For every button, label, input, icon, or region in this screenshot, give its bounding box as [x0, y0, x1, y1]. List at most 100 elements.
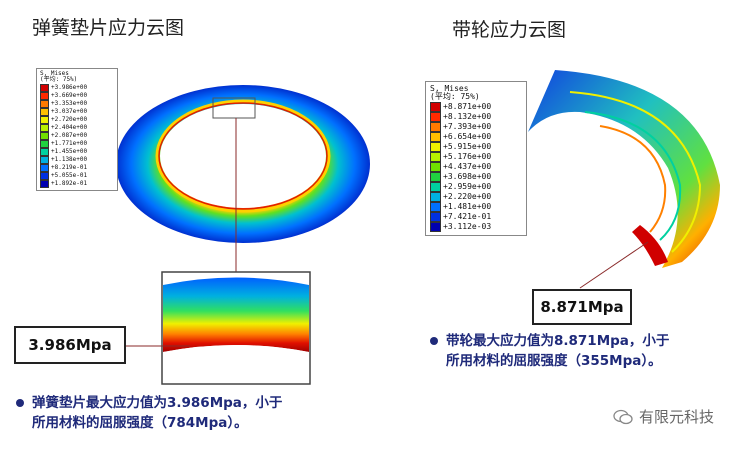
legend-value: +3.698e+00 — [443, 171, 492, 181]
left-title: 弹簧垫片应力云图 — [32, 17, 185, 39]
legend-value: +5.055e-01 — [51, 171, 88, 179]
right-max-stress-callout: 8.871Mpa — [532, 289, 632, 325]
legend-swatch — [40, 179, 49, 188]
legend-row: +8.132e+00 — [430, 111, 522, 122]
legend-swatch — [40, 171, 49, 180]
legend-value: +8.132e+00 — [443, 111, 492, 121]
legend-swatch — [40, 91, 49, 100]
legend-row: +4.437e+00 — [430, 161, 522, 172]
legend-swatch — [40, 83, 49, 92]
legend-value: +2.720e+00 — [51, 115, 88, 123]
legend-value: +1.455e+00 — [51, 147, 88, 155]
legend-swatch — [430, 141, 441, 152]
legend-value: +8.871e+00 — [443, 101, 492, 111]
legend-swatch — [430, 131, 441, 142]
legend-swatch — [40, 123, 49, 132]
legend-swatch — [430, 191, 441, 202]
legend-row: +1.481e+00 — [430, 201, 522, 212]
wechat-icon — [613, 409, 633, 424]
legend-row: +7.421e-01 — [430, 211, 522, 222]
legend-value: +7.393e+00 — [443, 121, 492, 131]
left-legend: S, Mises (平均: 75%) +3.986e+00 +3.669e+00 +… — [36, 68, 118, 191]
legend-value: +2.959e+00 — [443, 181, 492, 191]
legend-value: +1.892e-01 — [51, 179, 88, 187]
watermark-text: 有限元科技 — [638, 408, 714, 426]
legend-swatch — [40, 147, 49, 156]
legend-swatch — [430, 171, 441, 182]
legend-value: +4.437e+00 — [443, 161, 492, 171]
legend-value: +5.915e+00 — [443, 141, 492, 151]
legend-swatch — [40, 163, 49, 172]
legend-row: +2.959e+00 — [430, 181, 522, 192]
right-note: 带轮最大应力值为8.871Mpa，小于 所用材料的屈服强度（355Mpa）。 — [430, 332, 730, 371]
legend-row: +7.393e+00 — [430, 121, 522, 132]
legend-swatch — [430, 101, 441, 112]
legend-row: +1.138e+00 — [40, 155, 114, 164]
legend-row: +8.871e+00 — [430, 101, 522, 112]
left-note-line1: 弹簧垫片最大应力值为3.986Mpa，小于 — [32, 395, 283, 411]
legend-row: +1.771e+00 — [40, 139, 114, 148]
washer-zoom-view — [161, 271, 311, 385]
legend-swatch — [430, 121, 441, 132]
legend-row: +3.669e+00 — [40, 91, 114, 100]
legend-swatch — [430, 161, 441, 172]
pulley-contour — [528, 70, 720, 268]
legend-row: +3.112e-03 — [430, 221, 522, 232]
legend-row: +8.219e-01 — [40, 163, 114, 172]
legend-swatch — [430, 211, 441, 222]
legend-swatch — [40, 155, 49, 164]
legend-subheader: (平均: 75%) — [40, 76, 78, 84]
legend-value: +3.669e+00 — [51, 91, 88, 99]
legend-swatch — [430, 221, 441, 232]
bullet-icon — [430, 337, 438, 345]
callout-leader-right — [579, 241, 649, 289]
legend-swatch — [430, 151, 441, 162]
legend-value: +5.176e+00 — [443, 151, 492, 161]
legend-row: +5.055e-01 — [40, 171, 114, 180]
legend-row: +5.176e+00 — [430, 151, 522, 162]
legend-value: +2.087e+00 — [51, 131, 88, 139]
legend-row: +2.720e+00 — [40, 115, 114, 124]
legend-swatch — [40, 99, 49, 108]
legend-row: +1.455e+00 — [40, 147, 114, 156]
legend-value: +7.421e-01 — [443, 211, 492, 221]
legend-value: +1.138e+00 — [51, 155, 88, 163]
legend-swatch — [430, 111, 441, 122]
legend-value: +1.481e+00 — [443, 201, 492, 211]
right-title: 带轮应力云图 — [452, 19, 567, 41]
legend-row: +3.986e+00 — [40, 83, 114, 92]
legend-swatch — [40, 131, 49, 140]
legend-value: +8.219e-01 — [51, 163, 88, 171]
legend-swatch — [40, 107, 49, 116]
legend-subheader: (平均: 75%) — [430, 92, 480, 102]
legend-header: S, Mises — [40, 70, 69, 77]
right-note-line1: 带轮最大应力值为8.871Mpa，小于 — [446, 333, 670, 349]
legend-swatch — [430, 201, 441, 212]
legend-row: +3.037e+00 — [40, 107, 114, 116]
legend-row: +1.892e-01 — [40, 179, 114, 188]
legend-row: +3.353e+00 — [40, 99, 114, 108]
legend-row: +6.654e+00 — [430, 131, 522, 142]
bullet-icon — [16, 399, 24, 407]
legend-value: +1.771e+00 — [51, 139, 88, 147]
washer-contour — [116, 85, 370, 243]
legend-value: +2.220e+00 — [443, 191, 492, 201]
legend-value: +3.353e+00 — [51, 99, 88, 107]
legend-row: +2.404e+00 — [40, 123, 114, 132]
legend-row: +2.220e+00 — [430, 191, 522, 202]
legend-value: +2.404e+00 — [51, 123, 88, 131]
legend-value: +3.037e+00 — [51, 107, 88, 115]
legend-value: +3.112e-03 — [443, 221, 492, 231]
right-note-line2: 所用材料的屈服强度（355Mpa）。 — [446, 352, 662, 369]
legend-row: +3.698e+00 — [430, 171, 522, 182]
legend-value: +6.654e+00 — [443, 131, 492, 141]
left-max-stress-callout: 3.986Mpa — [14, 326, 126, 364]
legend-row: +5.915e+00 — [430, 141, 522, 152]
legend-swatch — [40, 139, 49, 148]
watermark: 有限元科技 — [613, 406, 714, 427]
legend-value: +3.986e+00 — [51, 83, 88, 91]
legend-row: +2.087e+00 — [40, 131, 114, 140]
left-note: 弹簧垫片最大应力值为3.986Mpa，小于 所用材料的屈服强度（784Mpa）。 — [16, 394, 416, 433]
legend-swatch — [430, 181, 441, 192]
